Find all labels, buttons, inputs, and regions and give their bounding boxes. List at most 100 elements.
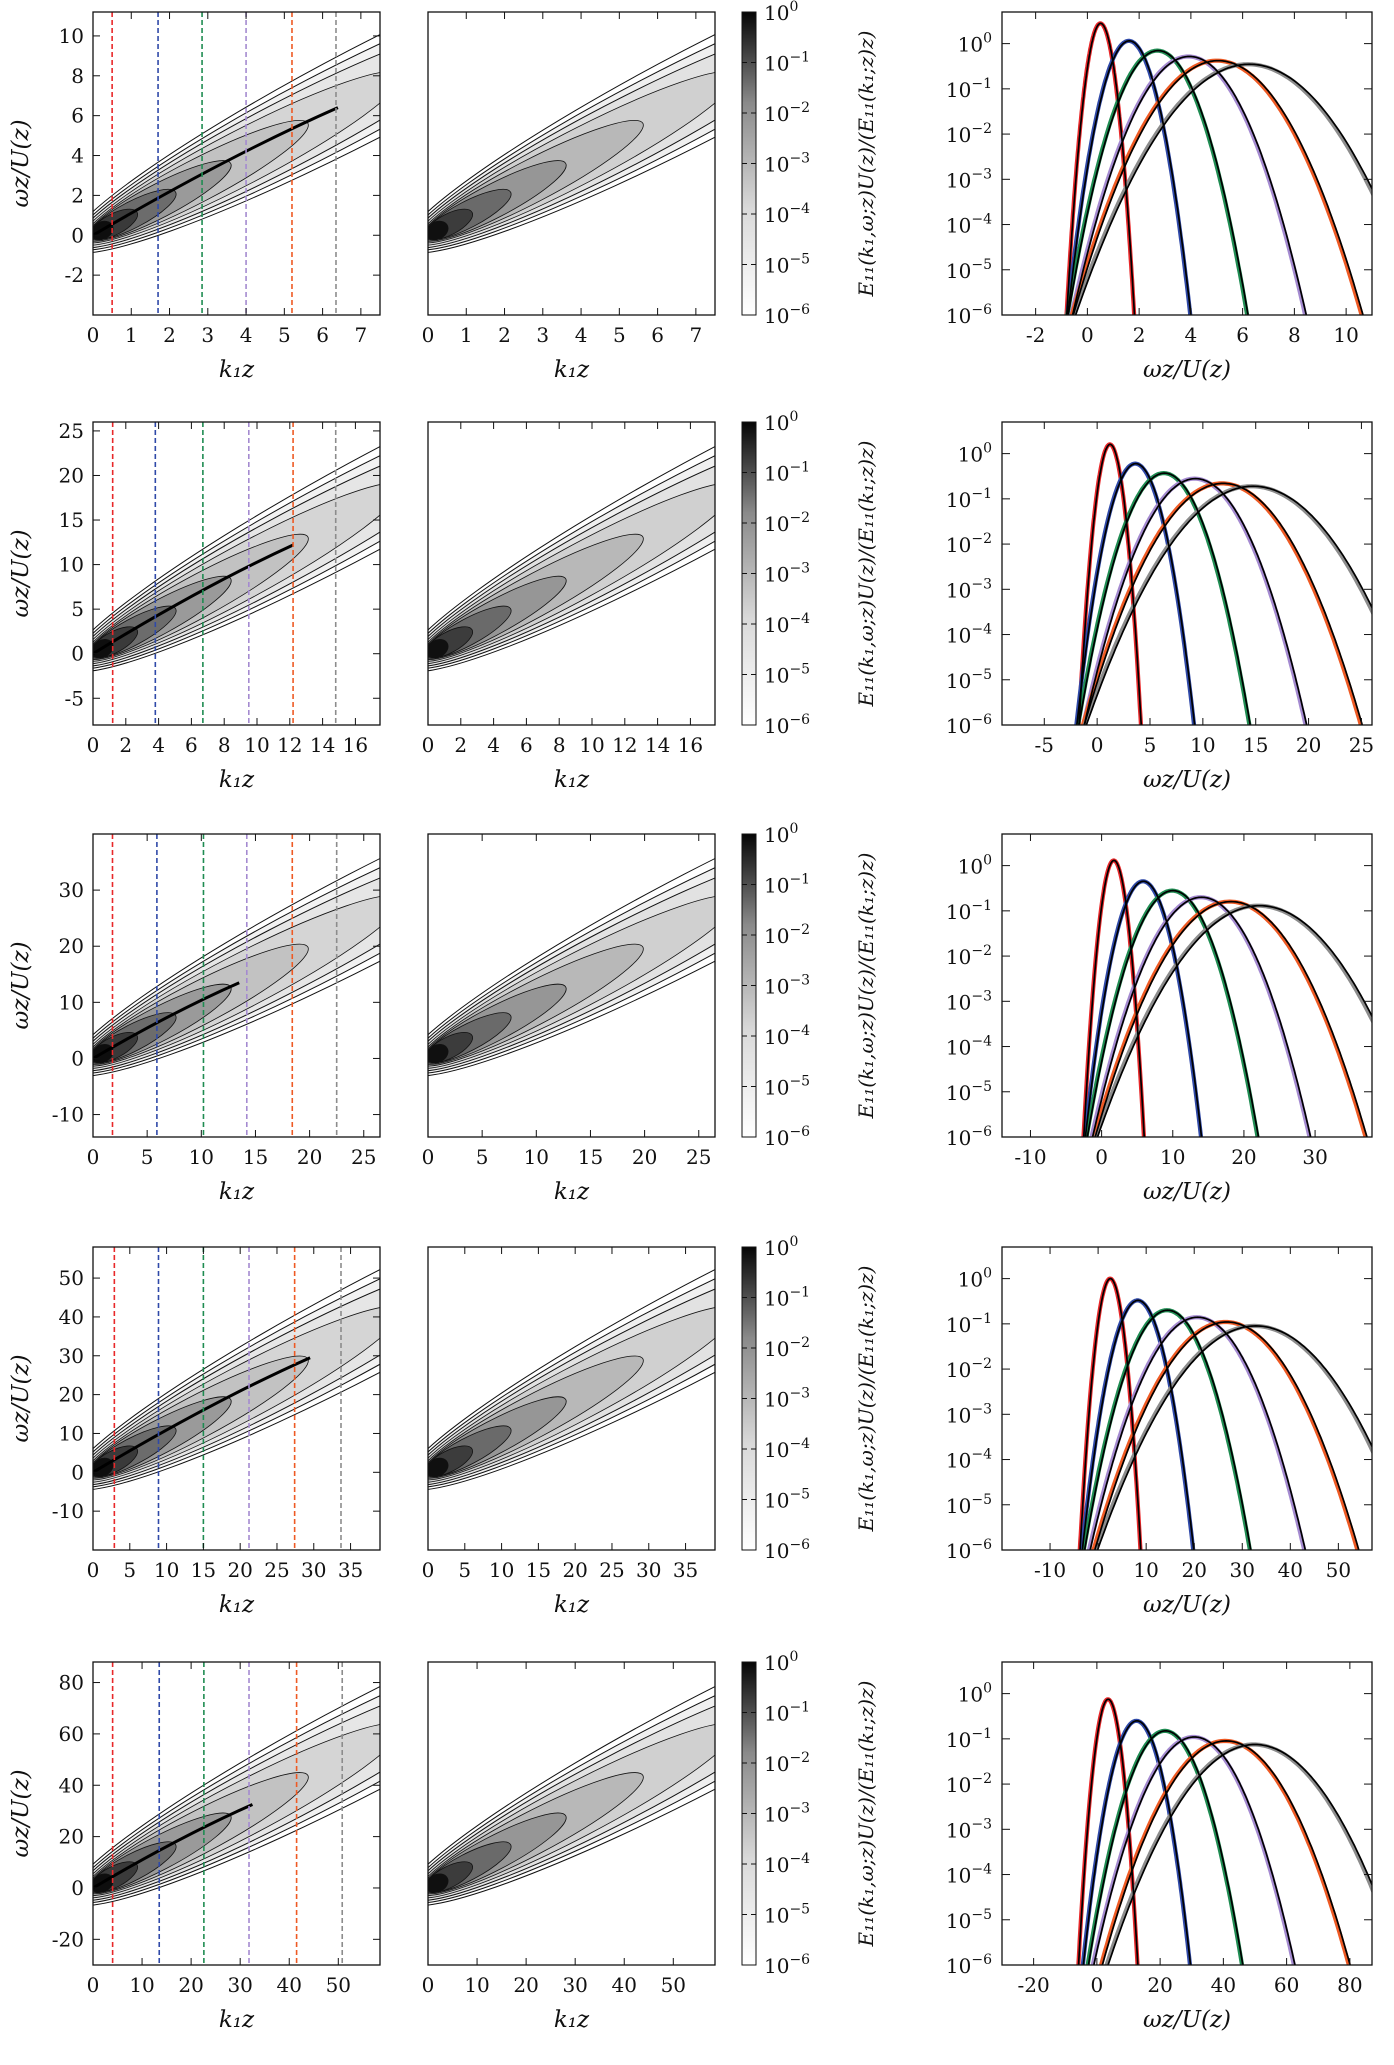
x-tick-label: 40 bbox=[612, 1973, 637, 1997]
x-tick-label: 10 bbox=[524, 1145, 549, 1169]
y-tick-label: 10−1 bbox=[946, 1726, 992, 1752]
x-tick-label: 20 bbox=[632, 1145, 657, 1169]
plot-frame bbox=[1001, 833, 1373, 1138]
x-axis-label: k₁z bbox=[554, 767, 590, 793]
ridge-line bbox=[93, 1803, 254, 1890]
x-tick-label: 0 bbox=[87, 323, 100, 347]
contour-level bbox=[428, 12, 715, 254]
profile-curves bbox=[1074, 442, 1372, 725]
model-profile bbox=[1072, 59, 1364, 315]
heatmap-contours bbox=[428, 834, 715, 1077]
colorbar-tick-label: 10−2 bbox=[764, 100, 810, 126]
profile-curves bbox=[1064, 21, 1372, 315]
y-axis-label: E₁₁(k₁,ω;z)U(z)/(E₁₁(k₁;z)z) bbox=[854, 1681, 878, 1948]
y-tick-label: 10−4 bbox=[946, 622, 992, 648]
plot-frame bbox=[92, 1661, 381, 1966]
x-axis-label: ωz/U(z) bbox=[1143, 1179, 1231, 1205]
x-tick-label: 0 bbox=[87, 733, 100, 757]
y-tick-label: 10−3 bbox=[946, 166, 992, 192]
x-axis-label: ωz/U(z) bbox=[1143, 357, 1231, 383]
x-tick-label: 10 bbox=[464, 1973, 489, 1997]
y-tick-label: 60 bbox=[59, 1722, 84, 1746]
x-tick-label: 30 bbox=[301, 1558, 326, 1582]
model-profile bbox=[1094, 900, 1368, 1137]
plot-frame bbox=[92, 833, 381, 1138]
y-tick-label: 5 bbox=[71, 597, 84, 621]
colorbar-tick-label: 10−6 bbox=[764, 302, 810, 328]
x-tick-label: 14 bbox=[310, 733, 335, 757]
model-profile bbox=[1077, 1698, 1139, 1965]
model-profile bbox=[1066, 40, 1192, 315]
colorbar-tick-label: 10−3 bbox=[764, 973, 810, 999]
x-tick-label: 6 bbox=[185, 733, 198, 757]
x-tick-label: 10 bbox=[129, 1973, 154, 1997]
profiles-panel: -10 0 10 20 30 ωz/U(z) 100 10−1 10−2 10−3 10−4 10−5… bbox=[854, 833, 1373, 1205]
y-tick-label: 10−2 bbox=[946, 943, 992, 969]
x-tick-label: 20 bbox=[1147, 1973, 1172, 1997]
heatmap-contours bbox=[428, 1662, 715, 1907]
model-profile bbox=[1071, 55, 1308, 315]
colorbar-group: 100 10−1 10−2 10−3 10−4 10−5 10−6 bbox=[741, 821, 810, 1150]
x-tick-label: 2 bbox=[163, 323, 176, 347]
contour-level bbox=[428, 1457, 449, 1478]
contour-level bbox=[428, 639, 449, 659]
colorbar-group: 100 10−1 10−2 10−3 10−4 10−5 10−6 bbox=[741, 1234, 810, 1563]
x-tick-label: 15 bbox=[1243, 733, 1268, 757]
colorbar-tick-label: 10−3 bbox=[764, 151, 810, 177]
y-tick-label: -10 bbox=[52, 1499, 84, 1523]
y-tick-label: 10−6 bbox=[946, 712, 992, 738]
y-tick-label: 40 bbox=[59, 1305, 84, 1329]
x-tick-label: 0 bbox=[87, 1145, 100, 1169]
colorbar-tick-label: 10−4 bbox=[764, 1436, 810, 1462]
profiles-panel: -20 0 20 40 60 80 ωz/U(z) 100 10−1 10−2 10−3 10−4 10… bbox=[854, 1661, 1373, 2033]
x-tick-label: 8 bbox=[218, 733, 231, 757]
colorbar-tick-label: 100 bbox=[764, 821, 798, 847]
x-tick-label: 40 bbox=[1278, 1558, 1303, 1582]
x-tick-label: 25 bbox=[599, 1558, 624, 1582]
colorbar-tick-label: 10−5 bbox=[764, 1487, 810, 1513]
profiles-panel: -2 0 2 4 6 8 10 ωz/U(z) 100 10−1 10−2 10−3 10−4 10−5 1… bbox=[854, 11, 1373, 383]
colorbar-tick-label: 10−6 bbox=[764, 712, 810, 738]
y-tick-label: 20 bbox=[59, 934, 84, 958]
plot-frame bbox=[427, 421, 716, 726]
y-tick-label: 20 bbox=[59, 1825, 84, 1849]
y-tick-label: -2 bbox=[65, 263, 84, 287]
x-tick-label: 8 bbox=[1288, 323, 1301, 347]
x-tick-label: 8 bbox=[553, 733, 566, 757]
y-tick-label: 100 bbox=[958, 1681, 992, 1707]
model-profile bbox=[1092, 1736, 1296, 1965]
x-tick-label: 30 bbox=[1302, 1145, 1327, 1169]
x-axis-label: k₁z bbox=[554, 1592, 590, 1618]
colorbar-tick-label: 10−4 bbox=[764, 1851, 810, 1877]
x-tick-label: 25 bbox=[686, 1145, 711, 1169]
model-profile bbox=[1082, 859, 1146, 1137]
heatmap-contours bbox=[93, 1247, 380, 1491]
y-tick-label: 10 bbox=[59, 553, 84, 577]
x-tick-label: 5 bbox=[141, 1145, 154, 1169]
profile-curves bbox=[1081, 858, 1372, 1137]
y-tick-label: -20 bbox=[52, 1927, 84, 1951]
x-tick-label: 50 bbox=[661, 1973, 686, 1997]
figure-row-1: 0 1 2 3 4 5 6 7 k₁z -2 0 2 4 6 8 10 ωz/U(z) 0 1 2 3 4 5 6 7 k₁z 10… bbox=[8, 0, 1373, 383]
x-tick-label: 10 bbox=[489, 1558, 514, 1582]
y-tick-label: 6 bbox=[71, 104, 84, 128]
model-profile bbox=[1078, 472, 1252, 725]
x-tick-label: 16 bbox=[678, 733, 703, 757]
x-tick-label: 15 bbox=[526, 1558, 551, 1582]
colorbar-tick-label: 10−1 bbox=[764, 50, 810, 76]
x-tick-label: -20 bbox=[1018, 1973, 1050, 1997]
y-tick-label: 10−2 bbox=[946, 121, 992, 147]
plot-frame bbox=[1001, 421, 1373, 726]
contour-level bbox=[428, 1044, 449, 1064]
x-tick-label: 3 bbox=[201, 323, 214, 347]
y-tick-label: 10−3 bbox=[946, 988, 992, 1014]
profile-curves bbox=[1077, 1276, 1372, 1550]
y-tick-label: 0 bbox=[71, 1876, 84, 1900]
colorbar-tick-label: 10−6 bbox=[764, 1952, 810, 1978]
y-tick-label: 10−4 bbox=[946, 212, 992, 238]
x-tick-label: 3 bbox=[536, 323, 549, 347]
